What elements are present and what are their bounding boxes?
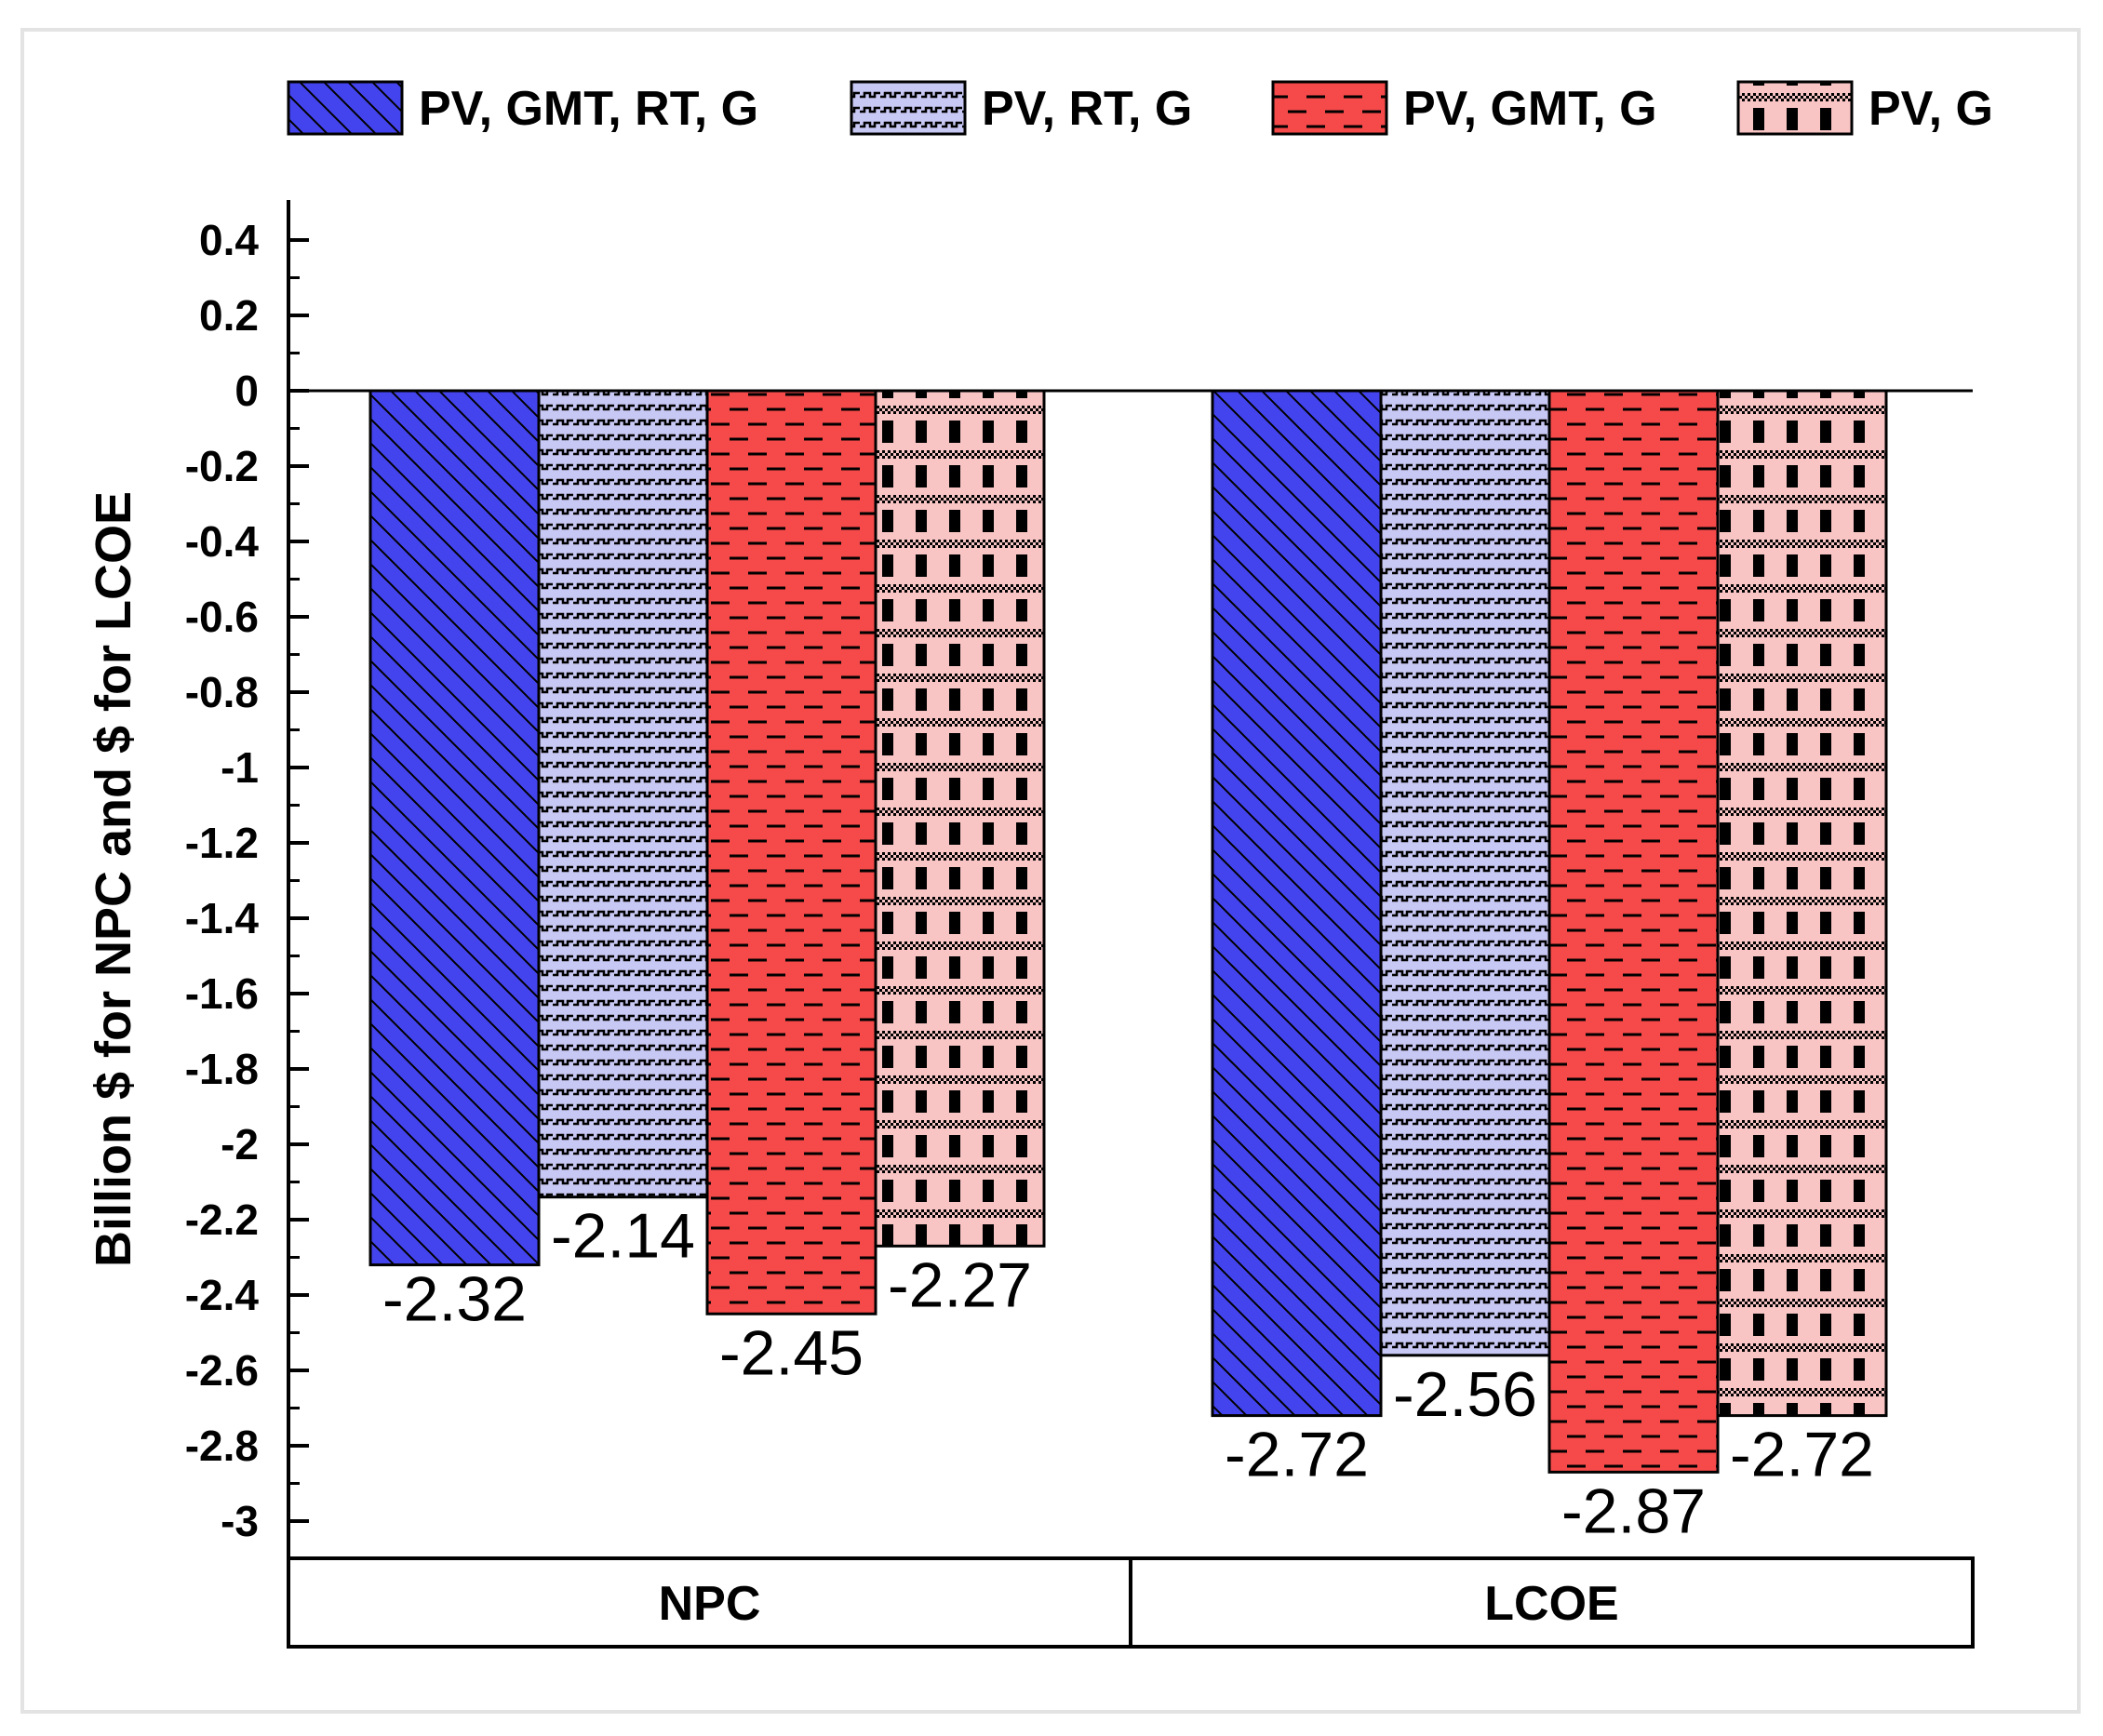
y-tick-label: -2.6	[185, 1346, 259, 1395]
data-label-npc-series-2: -2.14	[551, 1201, 695, 1272]
legend: PV, GMT, RT, G PV, RT, G PV, GMT, G PV, G	[287, 80, 1993, 136]
legend-item-1: PV, GMT, RT, G	[287, 80, 758, 136]
y-tick-label: -2	[221, 1120, 259, 1168]
y-tick-label: 0.2	[199, 291, 259, 340]
y-axis-title: Billion $ for NPC and $ for LCOE	[86, 491, 141, 1267]
category-label-lcoe: LCOE	[1484, 1577, 1618, 1631]
bar-npc-series-3	[705, 389, 877, 1315]
bar-npc-series-1	[368, 389, 541, 1267]
bars	[368, 389, 1888, 1474]
data-label-lcoe-series-2: -2.56	[1393, 1359, 1537, 1430]
category-label-npc: NPC	[659, 1577, 761, 1631]
legend-label: PV, GMT, G	[1403, 82, 1657, 136]
legend-item-4: PV, G	[1736, 80, 1993, 136]
y-axis: 0.4 0.2 0 -0.2 -0.4 -0.6 -0.8 -1 -1.2 -1.4 -1.6 -1.…	[185, 200, 1973, 1558]
y-tick-label: -1	[221, 743, 259, 792]
category-panel: NPC LCOE	[287, 1556, 1975, 1649]
y-tick-label: -0.2	[185, 442, 259, 490]
bar-lcoe-series-2	[1379, 389, 1551, 1357]
data-label-npc-series-1: -2.32	[382, 1264, 527, 1335]
legend-swatch	[1736, 80, 1854, 136]
y-tick-label: 0.4	[199, 216, 259, 264]
bar-npc-series-2	[537, 389, 709, 1199]
bar-lcoe-series-3	[1547, 389, 1720, 1474]
data-labels: -2.32 -2.14 -2.45 -2.27 -2.72 -2.56 -2.87 -2.72	[382, 1201, 1874, 1547]
y-tick-label: -0.4	[185, 517, 260, 566]
y-tick-label: -0.8	[185, 668, 259, 716]
legend-swatch	[850, 80, 967, 136]
legend-label: PV, G	[1869, 82, 1993, 136]
legend-item-3: PV, GMT, G	[1271, 80, 1657, 136]
y-tick-label: -1.8	[185, 1045, 259, 1093]
figure-frame	[20, 28, 2081, 1714]
y-tick-label: -2.8	[185, 1422, 259, 1470]
y-tick-label: -3	[221, 1497, 259, 1545]
legend-label: PV, RT, G	[982, 82, 1192, 136]
y-tick-label: -2.2	[185, 1195, 259, 1244]
y-tick-label: -1.4	[185, 894, 260, 942]
y-tick-label: -1.2	[185, 819, 259, 867]
bar-lcoe-series-1	[1211, 389, 1383, 1418]
y-tick-label: 0	[234, 367, 259, 415]
data-label-npc-series-3: -2.45	[719, 1317, 864, 1388]
y-tick-label: -1.6	[185, 969, 259, 1018]
y-tick-label: -0.6	[185, 593, 259, 641]
legend-swatch	[1271, 80, 1388, 136]
data-label-npc-series-4: -2.27	[888, 1249, 1032, 1320]
legend-swatch	[287, 80, 404, 136]
legend-label: PV, GMT, RT, G	[419, 82, 758, 136]
data-label-lcoe-series-3: -2.87	[1561, 1476, 1706, 1546]
legend-item-2: PV, RT, G	[850, 80, 1192, 136]
bar-lcoe-series-4	[1716, 389, 1888, 1418]
bar-npc-series-4	[874, 389, 1046, 1248]
data-label-lcoe-series-1: -2.72	[1225, 1420, 1369, 1490]
data-label-lcoe-series-4: -2.72	[1730, 1420, 1874, 1490]
y-tick-label: -2.4	[185, 1271, 260, 1319]
